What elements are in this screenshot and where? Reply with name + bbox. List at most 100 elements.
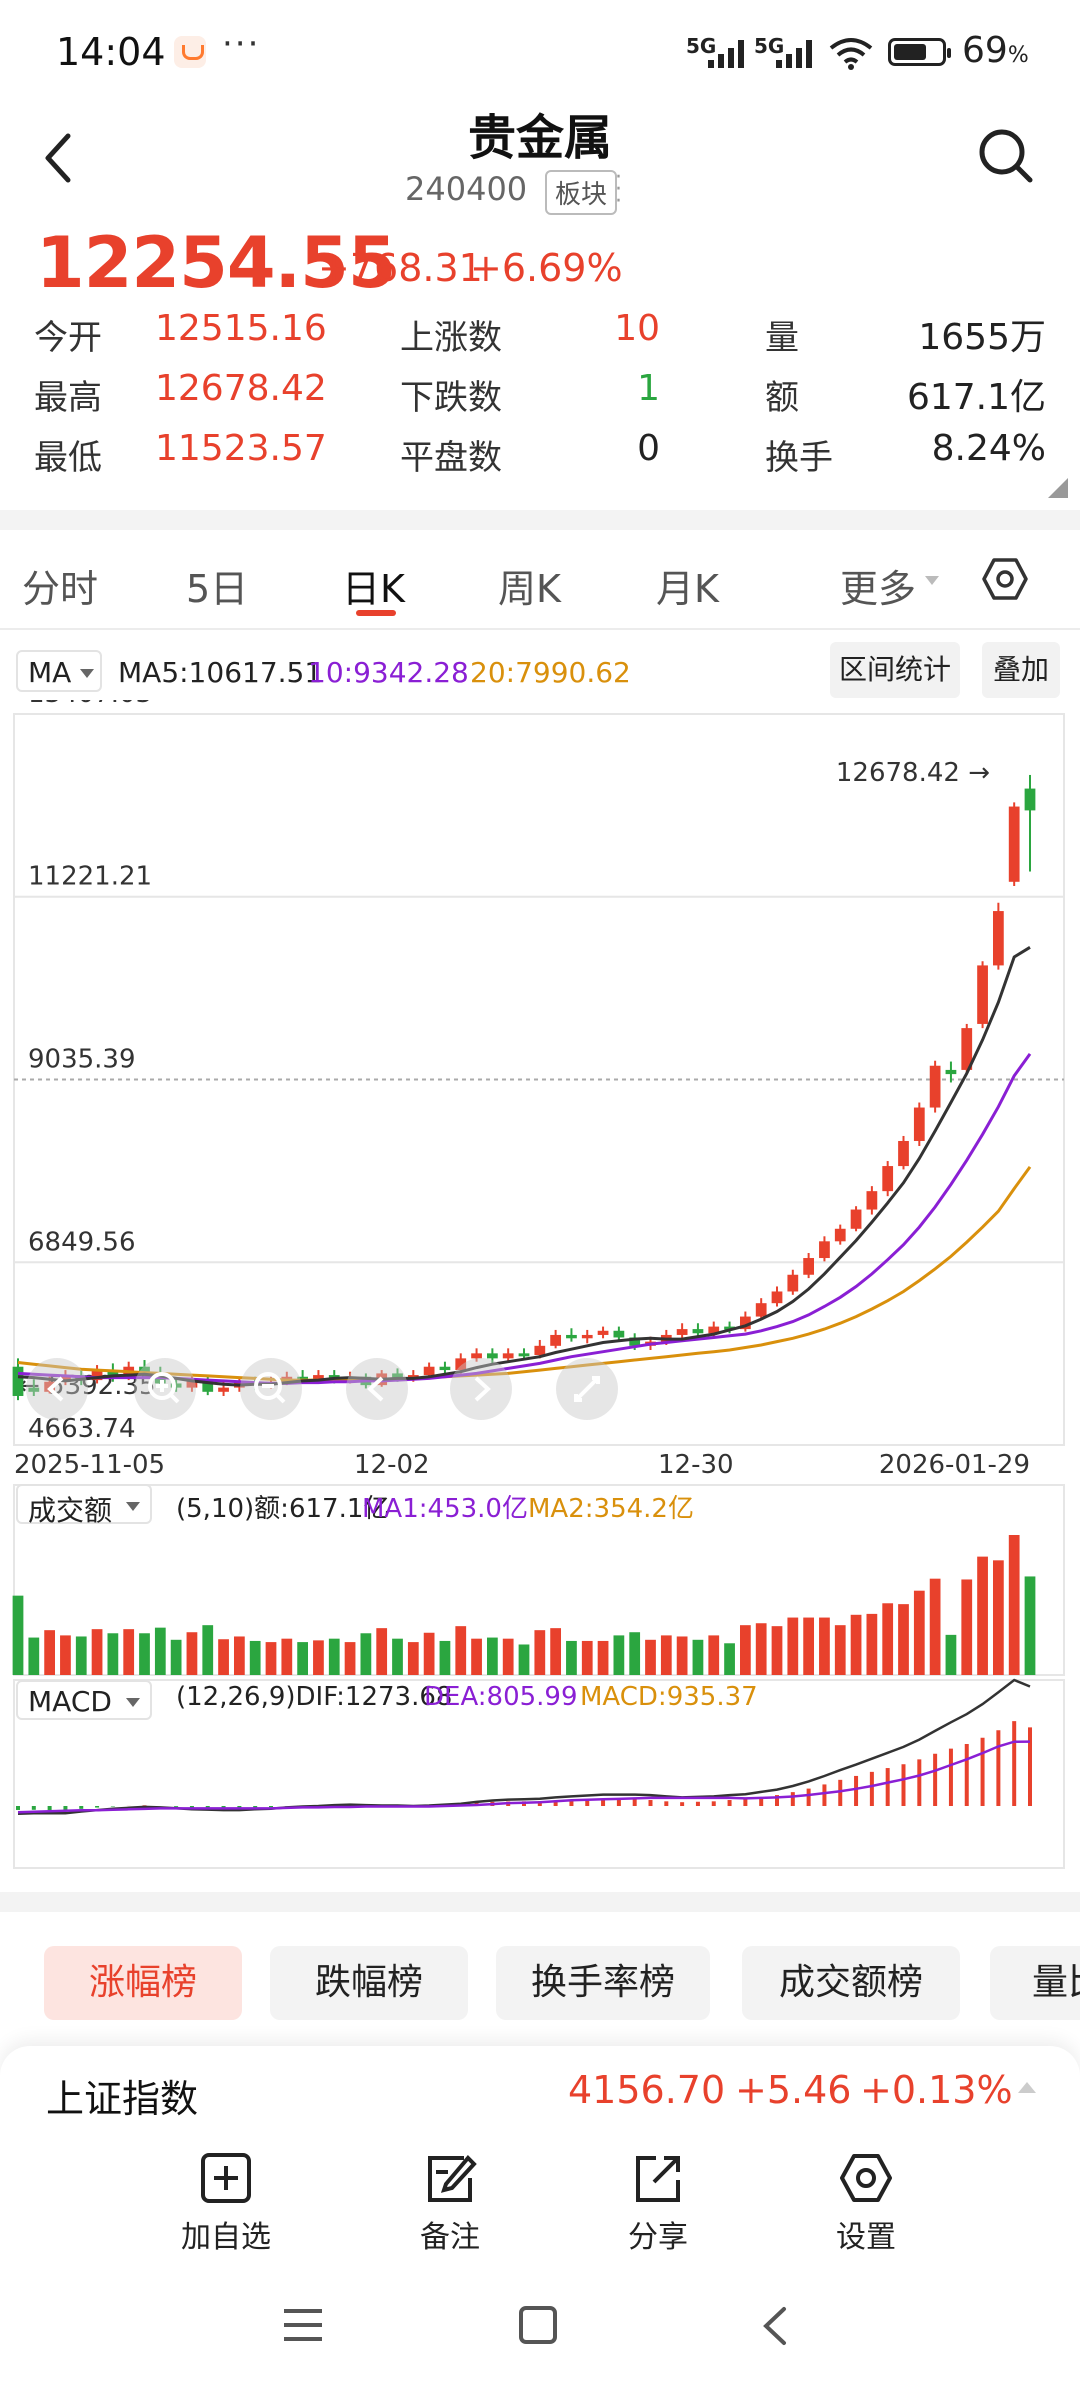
candle-body <box>1024 788 1036 811</box>
settings-label: 设置 <box>836 2220 896 2255</box>
volume-bar <box>1008 1535 1020 1675</box>
volume-bar <box>123 1629 135 1675</box>
x-tick-label: 2025-11-05 <box>14 1450 165 1480</box>
chart-prev-icon[interactable] <box>346 1358 408 1420</box>
stat-label: 额 <box>765 378 799 418</box>
rank-losers-tab[interactable]: 跌幅榜 <box>270 1946 468 2020</box>
macd-indicator-button[interactable]: MACD <box>16 1680 152 1720</box>
index-price: 4156.70 <box>568 2068 726 2112</box>
y-tick-label: 11221.21 <box>28 862 152 892</box>
tab-daily-k[interactable]: 日K <box>342 567 405 611</box>
stat-label: 量 <box>765 318 799 358</box>
sector-tag[interactable]: 板块 <box>545 170 618 215</box>
volume-bar <box>455 1626 467 1675</box>
rank-amount-tab[interactable]: 成交额榜 <box>742 1946 960 2020</box>
sector-code: 240400 <box>405 170 528 208</box>
candle-body <box>819 1241 830 1259</box>
add-watchlist-icon <box>201 2153 251 2203</box>
candle-body <box>1008 806 1020 882</box>
tab-divider <box>0 628 1080 630</box>
y-tick-label: 9035.39 <box>28 1044 136 1074</box>
back-nav-icon[interactable] <box>760 2305 790 2347</box>
signal-icon <box>708 40 752 68</box>
volume-bar <box>660 1635 672 1675</box>
macd-dea: DEA:805.99 <box>424 1682 578 1712</box>
x-tick-label: 12-02 <box>354 1450 430 1480</box>
candle-body <box>313 1375 324 1380</box>
active-tab-indicator <box>356 610 396 616</box>
signal-icon <box>776 40 820 68</box>
volume-bar <box>676 1636 688 1675</box>
ma-indicator-button[interactable]: MA <box>16 650 102 692</box>
tab-5day[interactable]: 5日 <box>186 567 249 611</box>
chart-scroll-left-icon[interactable] <box>26 1358 88 1420</box>
stat-label: 换手 <box>765 438 833 478</box>
search-icon[interactable] <box>976 126 1036 186</box>
zoom-in-icon[interactable] <box>134 1358 196 1420</box>
more-notifications-icon: ··· <box>222 24 261 64</box>
volume-bar <box>645 1639 656 1675</box>
candle-body <box>139 1366 150 1374</box>
volume-bar <box>281 1638 293 1675</box>
home-nav-icon[interactable] <box>518 2305 558 2345</box>
range-stats-button[interactable]: 区间统计 <box>830 642 960 698</box>
expand-corner-icon[interactable] <box>1048 478 1068 498</box>
candle-body <box>60 1375 71 1382</box>
tag-more-icon[interactable]: · · · <box>615 165 622 214</box>
stat-label: 上涨数 <box>400 318 502 358</box>
volume-bar <box>739 1625 751 1675</box>
stat-label: 最低 <box>34 438 102 478</box>
stat-value: 12515.16 <box>155 308 327 349</box>
rank-turnover-rate-tab[interactable]: 换手率榜 <box>496 1946 710 2020</box>
volume-bar <box>961 1579 973 1675</box>
volume-bar <box>218 1639 229 1675</box>
volume-bar <box>755 1623 767 1675</box>
x-tick-label: 12-30 <box>658 1450 734 1480</box>
tab-monthly-k[interactable]: 月K <box>656 567 719 611</box>
volume-bar <box>44 1630 56 1675</box>
chart-next-icon[interactable] <box>450 1358 512 1420</box>
add-watchlist-button[interactable]: 加自选 <box>156 2150 296 2256</box>
volume-bar <box>597 1640 609 1675</box>
rank-gainers-tab[interactable]: 涨幅榜 <box>44 1946 242 2020</box>
volume-bar <box>898 1604 909 1675</box>
chart-settings-icon[interactable] <box>982 556 1028 602</box>
chevron-up-icon[interactable] <box>1018 2082 1036 2093</box>
index-name[interactable]: 上证指数 <box>46 2077 199 2121</box>
macd-params: (12,26,9)DIF:1273.68 <box>176 1682 453 1712</box>
volume-bar <box>313 1640 324 1675</box>
battery-icon <box>888 38 951 66</box>
candle-body <box>455 1358 467 1371</box>
current-price: 12254.55 <box>36 222 397 304</box>
candle-body <box>502 1353 514 1359</box>
settings-button[interactable]: 设置 <box>796 2150 936 2256</box>
fullscreen-icon[interactable] <box>556 1358 618 1420</box>
candle-body <box>692 1329 704 1334</box>
volume-bar <box>75 1636 87 1675</box>
share-button[interactable]: 分享 <box>588 2150 728 2256</box>
candle-body <box>550 1334 562 1346</box>
volume-bar <box>629 1632 641 1675</box>
note-button[interactable]: 备注 <box>380 2150 520 2256</box>
back-icon[interactable] <box>38 128 78 188</box>
kline-chart[interactable]: 13407.03 11221.21 9035.39 6849.56 4663.74 202… <box>0 700 1080 1880</box>
volume-bar <box>581 1640 593 1675</box>
rank-volume-ratio-tab[interactable]: 量比 <box>990 1946 1080 2020</box>
candle-body <box>676 1329 688 1335</box>
tab-intraday[interactable]: 分时 <box>22 567 99 611</box>
tab-more[interactable]: 更多 <box>840 567 917 611</box>
volume-indicator-button[interactable]: 成交额 <box>16 1484 152 1527</box>
overlay-button[interactable]: 叠加 <box>982 642 1060 698</box>
stat-label: 最高 <box>34 378 102 418</box>
candle-body <box>91 1370 103 1381</box>
volume-ma2: MA2:354.2亿 <box>528 1494 694 1524</box>
stat-value: 617.1亿 <box>906 377 1046 418</box>
price-change-percent: +6.69% <box>470 246 623 290</box>
stat-label: 下跌数 <box>400 378 502 418</box>
zoom-out-icon[interactable] <box>240 1358 302 1420</box>
candle-body <box>992 911 1004 966</box>
tab-weekly-k[interactable]: 周K <box>498 567 561 611</box>
menu-nav-icon[interactable] <box>282 2305 324 2345</box>
volume-bar <box>913 1590 925 1675</box>
ma5-value: MA5:10617.51 <box>118 656 323 689</box>
